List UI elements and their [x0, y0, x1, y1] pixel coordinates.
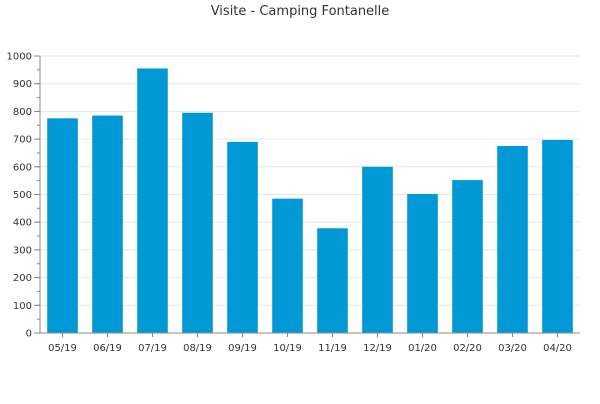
y-tick-label: 900 [13, 79, 32, 90]
bar-06-19 [92, 115, 123, 334]
x-tick-label: 11/19 [318, 343, 347, 354]
bar-07-19 [137, 68, 168, 333]
x-tick-label: 07/19 [138, 343, 167, 354]
x-tick-label: 01/20 [408, 343, 437, 354]
y-tick-label: 300 [13, 245, 32, 256]
bar-04-20 [542, 139, 573, 333]
x-tick-label: 06/19 [93, 343, 122, 354]
bar-09-19 [227, 141, 258, 333]
x-tick-label: 12/19 [363, 343, 392, 354]
bar-01-20 [407, 193, 438, 333]
x-tick-label: 02/20 [453, 343, 482, 354]
y-tick-label: 1000 [7, 52, 32, 63]
y-tick-label: 500 [13, 190, 32, 201]
y-tick-label: 400 [13, 218, 32, 229]
chart-title: Visite - Camping Fontanelle [210, 4, 390, 19]
y-tick-label: 100 [13, 301, 32, 312]
x-tick-label: 10/19 [273, 343, 302, 354]
x-tick-label: 04/20 [543, 343, 572, 354]
x-tick-label: 09/19 [228, 343, 257, 354]
bar-12-19 [362, 166, 393, 333]
y-tick-label: 200 [13, 273, 32, 284]
y-tick-label: 0 [26, 329, 32, 340]
bar-10-19 [272, 198, 303, 333]
x-tick-label: 08/19 [183, 343, 212, 354]
bar-02-20 [452, 180, 483, 333]
x-tick-label: 03/20 [498, 343, 527, 354]
bar-11-19 [317, 228, 348, 333]
bar-05-19 [47, 118, 78, 333]
x-tick-label: 05/19 [48, 343, 77, 354]
y-tick-label: 800 [13, 107, 32, 118]
y-tick-label: 600 [13, 162, 32, 173]
bar-03-20 [497, 146, 528, 333]
bar-08-19 [182, 112, 213, 333]
y-tick-label: 700 [13, 135, 32, 146]
